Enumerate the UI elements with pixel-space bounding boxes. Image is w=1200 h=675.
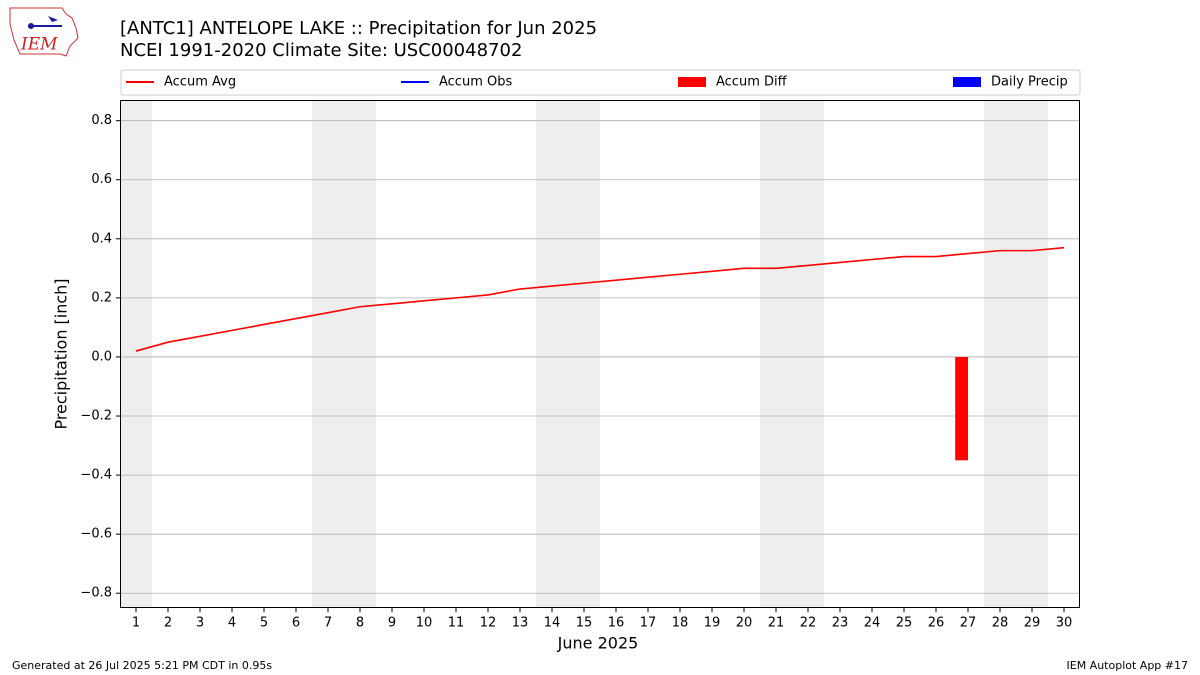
weekend-band <box>536 100 600 608</box>
x-tick-label: 5 <box>260 616 268 631</box>
footer-right: IEM Autoplot App #17 <box>1067 659 1189 672</box>
y-tick-label: 0.6 <box>91 172 112 187</box>
x-tick-label: 18 <box>672 616 689 631</box>
chart-subtitle: NCEI 1991-2020 Climate Site: USC00048702 <box>120 40 522 61</box>
x-tick-label: 4 <box>228 616 236 631</box>
x-tick-label: 16 <box>608 616 625 631</box>
x-tick-label: 11 <box>448 616 465 631</box>
legend-label: Accum Diff <box>716 75 788 90</box>
x-tick-label: 22 <box>800 616 817 631</box>
x-tick-label: 30 <box>1056 616 1073 631</box>
logo-flag <box>48 16 58 22</box>
y-tick-label: 0.8 <box>91 113 112 128</box>
x-tick-label: 26 <box>928 616 945 631</box>
x-tick-label: 29 <box>1024 616 1041 631</box>
x-tick-label: 7 <box>324 616 332 631</box>
y-tick-label: 0.2 <box>91 290 112 305</box>
legend-swatch <box>678 77 706 87</box>
legend-label: Daily Precip <box>991 75 1068 90</box>
weekend-band <box>984 100 1048 608</box>
x-tick-label: 14 <box>544 616 561 631</box>
legend-box <box>120 69 1081 96</box>
y-tick-label: −0.6 <box>80 527 112 542</box>
x-tick-label: 12 <box>480 616 497 631</box>
x-tick-label: 15 <box>576 616 593 631</box>
plot-frame <box>120 100 1080 608</box>
y-tick-label: −0.8 <box>80 586 112 601</box>
x-tick-label: 2 <box>164 616 172 631</box>
x-axis-label: June 2025 <box>557 634 639 653</box>
weekend-band <box>760 100 824 608</box>
bar <box>955 356 968 461</box>
logo: IEM <box>9 7 79 57</box>
x-tick-label: 3 <box>196 616 204 631</box>
x-tick-label: 19 <box>704 616 721 631</box>
y-tick-label: −0.2 <box>80 409 112 424</box>
legend-label: Accum Avg <box>164 75 236 90</box>
chart-title: [ANTC1] ANTELOPE LAKE :: Precipitation f… <box>120 18 597 39</box>
y-tick-label: −0.4 <box>80 468 112 483</box>
x-tick-label: 21 <box>768 616 785 631</box>
x-tick-label: 10 <box>416 616 433 631</box>
x-tick-label: 27 <box>960 616 977 631</box>
legend-label: Accum Obs <box>439 75 512 90</box>
x-tick-label: 20 <box>736 616 753 631</box>
x-tick-label: 23 <box>832 616 849 631</box>
plot-area <box>120 120 1080 594</box>
y-axis-label: Precipitation [inch] <box>52 278 71 429</box>
weekend-bands <box>121 100 1048 608</box>
x-tick-label: 24 <box>864 616 881 631</box>
x-tick-label: 9 <box>388 616 396 631</box>
x-tick-label: 28 <box>992 616 1009 631</box>
x-tick-label: 25 <box>896 616 913 631</box>
logo-text: IEM <box>20 35 58 55</box>
x-tick-label: 8 <box>356 616 364 631</box>
logo-outline <box>9 7 79 57</box>
logo-dot <box>28 23 34 29</box>
legend-swatch <box>953 77 981 87</box>
line <box>135 246 1065 352</box>
x-tick-label: 1 <box>132 616 140 631</box>
x-tick-label: 6 <box>292 616 300 631</box>
y-tick-label: 0.4 <box>91 231 112 246</box>
weekend-band <box>312 100 376 608</box>
x-tick-label: 17 <box>640 616 657 631</box>
weekend-band <box>121 100 152 608</box>
x-tick-label: 13 <box>512 616 529 631</box>
y-tick-label: 0.0 <box>91 349 112 364</box>
footer-left: Generated at 26 Jul 2025 5:21 PM CDT in … <box>12 659 272 672</box>
